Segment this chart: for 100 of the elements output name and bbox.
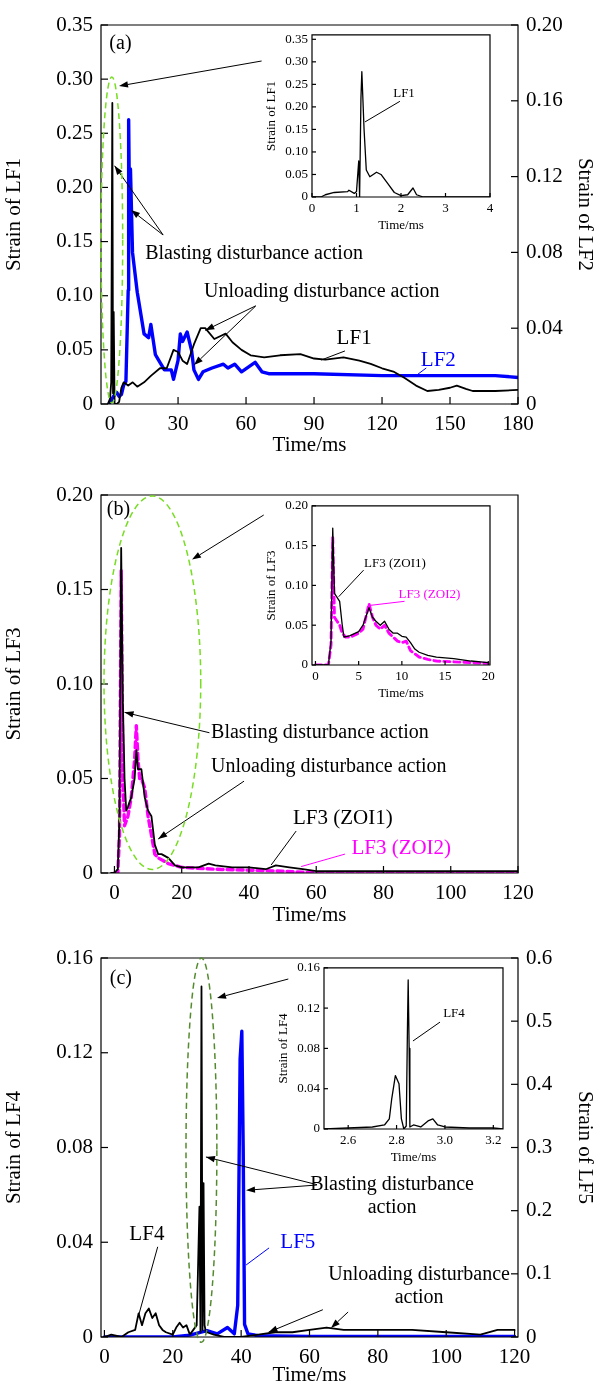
y2-tick-label: 0.4 xyxy=(526,1070,553,1095)
x-axis-title: Time/ms xyxy=(378,684,424,700)
y-tick-label: 0.15 xyxy=(56,228,93,253)
y-tick-label: 0.15 xyxy=(56,576,93,601)
y-tick-label: 0.05 xyxy=(56,765,93,790)
y-tick-label: 0.08 xyxy=(297,1039,320,1055)
y-tick-label: 0 xyxy=(82,1323,93,1348)
x-tick-label: 3.2 xyxy=(485,1132,502,1148)
y-tick-label: 0 xyxy=(301,188,308,204)
y2-tick-label: 0.20 xyxy=(526,11,563,36)
y-tick-label: 0.30 xyxy=(285,53,308,69)
y2-tick-label: 0.12 xyxy=(526,163,563,188)
y-tick-label: 0.10 xyxy=(56,670,93,695)
y2-tick-label: 0.2 xyxy=(526,1197,553,1222)
y-tick-label: 0.05 xyxy=(56,336,93,361)
x-tick-label: 60 xyxy=(299,1344,320,1369)
x-tick-label: 1 xyxy=(353,200,360,216)
annotation: (b) xyxy=(106,496,131,520)
y-tick-label: 0.25 xyxy=(285,75,308,91)
series-label: LF3 (ZOI1) xyxy=(292,805,393,830)
text: LF1 xyxy=(393,84,415,100)
y-axis-title: Strain of LF4 xyxy=(1,1090,26,1205)
y-tick-label: 0.16 xyxy=(297,959,321,975)
annotation: Unloading disturbance action xyxy=(328,1262,511,1308)
y-tick-label: 0 xyxy=(82,390,93,415)
y-tick-label: 0.04 xyxy=(56,1228,94,1253)
y-tick-label: 0.05 xyxy=(285,165,308,181)
y-tick-label: 0.20 xyxy=(285,497,308,513)
x-tick-label: 80 xyxy=(367,1344,389,1369)
y-tick-label: 0.15 xyxy=(285,120,308,136)
y-tick-label: 0 xyxy=(82,859,93,884)
y-tick-label: 0.08 xyxy=(56,1134,93,1159)
y-tick-label: 0.20 xyxy=(56,481,93,506)
annotation: Unloading disturbance action xyxy=(211,754,447,778)
x-tick-label: 120 xyxy=(366,411,398,436)
x-tick-label: 60 xyxy=(235,411,257,436)
y-axis-title: Strain of LF1 xyxy=(263,80,279,151)
y2-tick-label: 0.3 xyxy=(526,1134,553,1159)
x-tick-label: 2.8 xyxy=(388,1132,405,1148)
y2-tick-label: 0.1 xyxy=(526,1260,553,1285)
legend-label: LF3 (ZOI2) xyxy=(351,834,452,859)
annotation: Blasting disturbance action xyxy=(145,241,363,265)
x-tick-label: 15 xyxy=(438,668,452,684)
y-tick-label: 0 xyxy=(301,656,308,672)
x-tick-label: 150 xyxy=(434,411,466,436)
y-tick-label: 0.15 xyxy=(285,537,308,553)
annotation: (a) xyxy=(109,31,132,55)
y2-tick-label: 0.6 xyxy=(526,944,553,969)
x-tick-label: 120 xyxy=(502,880,534,905)
y2-axis-title: Strain of LF2 xyxy=(573,157,598,272)
text: LF3 (ZOI2) xyxy=(398,586,461,602)
annotation: Unloading disturbance action xyxy=(204,279,440,303)
y-tick-label: 0.20 xyxy=(285,98,308,114)
y-tick-label: 0.10 xyxy=(285,576,308,592)
x-tick-label: 100 xyxy=(430,1344,462,1369)
y-tick-label: 0.04 xyxy=(297,1080,321,1096)
text: LF4 xyxy=(443,1004,466,1020)
x-tick-label: 3.0 xyxy=(436,1132,454,1148)
x-tick-label: 20 xyxy=(481,668,495,684)
x-axis-title: Time/ms xyxy=(390,1148,437,1164)
y2-tick-label: 0.08 xyxy=(526,238,563,263)
y-tick-label: 0.30 xyxy=(56,65,93,90)
x-tick-label: 40 xyxy=(238,880,260,905)
annotation: Blasting disturbance action xyxy=(310,1171,475,1217)
y-axis-title: Strain of LF3 xyxy=(1,627,26,741)
x-tick-label: 3 xyxy=(442,200,449,216)
x-tick-label: 0 xyxy=(109,880,120,905)
x-tick-label: 20 xyxy=(162,1344,184,1369)
x-tick-label: 2.6 xyxy=(340,1132,357,1148)
series-label: LF4 xyxy=(129,1221,165,1246)
y2-tick-label: 0.16 xyxy=(526,87,563,112)
y2-axis-title: Strain of LF5 xyxy=(573,1090,598,1205)
series-label: LF5 xyxy=(280,1228,316,1253)
x-tick-label: 0 xyxy=(99,1344,110,1369)
y-tick-label: 0.35 xyxy=(56,11,93,36)
y-tick-label: 0.20 xyxy=(56,173,93,198)
x-tick-label: 2 xyxy=(397,200,405,216)
x-tick-label: 40 xyxy=(230,1344,252,1369)
y-tick-label: 0.10 xyxy=(56,282,93,307)
y-axis-title: Strain of LF4 xyxy=(275,1012,291,1084)
y-axis-title: Strain of LF3 xyxy=(263,550,279,621)
y-tick-label: 0.16 xyxy=(56,944,93,969)
x-tick-label: 10 xyxy=(395,668,409,684)
y2-tick-label: 0.04 xyxy=(526,314,564,339)
y-tick-label: 0.05 xyxy=(285,616,308,632)
series-label: LF1 xyxy=(336,324,372,349)
y-tick-label: 0 xyxy=(313,1120,320,1136)
y-tick-label: 0.12 xyxy=(56,1039,93,1064)
annotation: (c) xyxy=(109,966,132,990)
annotation: Blasting disturbance action xyxy=(211,720,429,744)
x-tick-label: 80 xyxy=(372,880,394,905)
x-axis-title: Time/ms xyxy=(378,216,424,232)
y-tick-label: 0.25 xyxy=(56,119,93,144)
x-tick-label: 5 xyxy=(355,668,362,684)
y2-tick-label: 0.5 xyxy=(526,1007,553,1032)
x-tick-label: 100 xyxy=(434,880,467,905)
x-tick-label: 30 xyxy=(167,411,189,436)
y-tick-label: 0.12 xyxy=(297,999,320,1015)
y-tick-label: 0.10 xyxy=(285,143,308,159)
text: LF3 (ZOI1) xyxy=(364,554,426,570)
